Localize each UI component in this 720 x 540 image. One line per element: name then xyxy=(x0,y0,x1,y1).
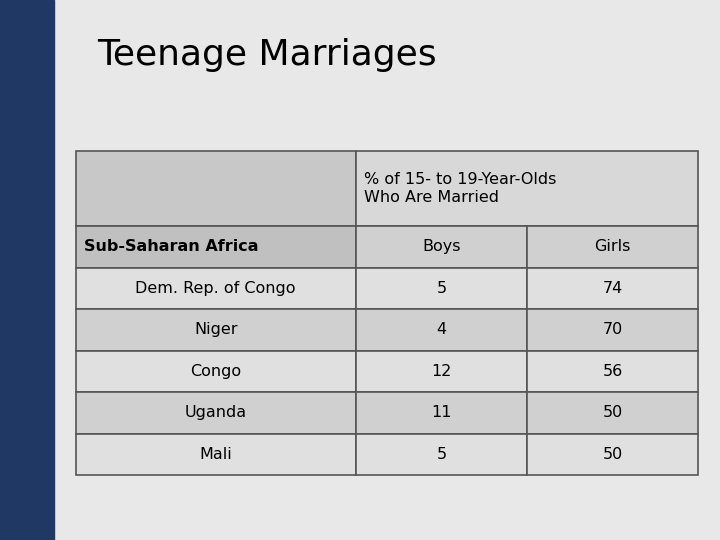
Text: 56: 56 xyxy=(603,364,623,379)
Text: 5: 5 xyxy=(436,447,446,462)
Text: 74: 74 xyxy=(603,281,623,296)
Text: Boys: Boys xyxy=(422,239,461,254)
Text: Sub-Saharan Africa: Sub-Saharan Africa xyxy=(84,239,258,254)
Text: Girls: Girls xyxy=(595,239,631,254)
Text: % of 15- to 19-Year-Olds
Who Are Married: % of 15- to 19-Year-Olds Who Are Married xyxy=(364,172,557,205)
Text: 11: 11 xyxy=(431,406,451,421)
Text: Congo: Congo xyxy=(190,364,241,379)
Text: Teenage Marriages: Teenage Marriages xyxy=(97,38,437,72)
Text: Dem. Rep. of Congo: Dem. Rep. of Congo xyxy=(135,281,296,296)
Text: 5: 5 xyxy=(436,281,446,296)
Text: Mali: Mali xyxy=(199,447,232,462)
Text: 50: 50 xyxy=(603,447,623,462)
Text: Uganda: Uganda xyxy=(184,406,247,421)
Text: 12: 12 xyxy=(431,364,451,379)
Text: 50: 50 xyxy=(603,406,623,421)
Text: Niger: Niger xyxy=(194,322,238,338)
Text: 4: 4 xyxy=(436,322,446,338)
Text: 70: 70 xyxy=(603,322,623,338)
